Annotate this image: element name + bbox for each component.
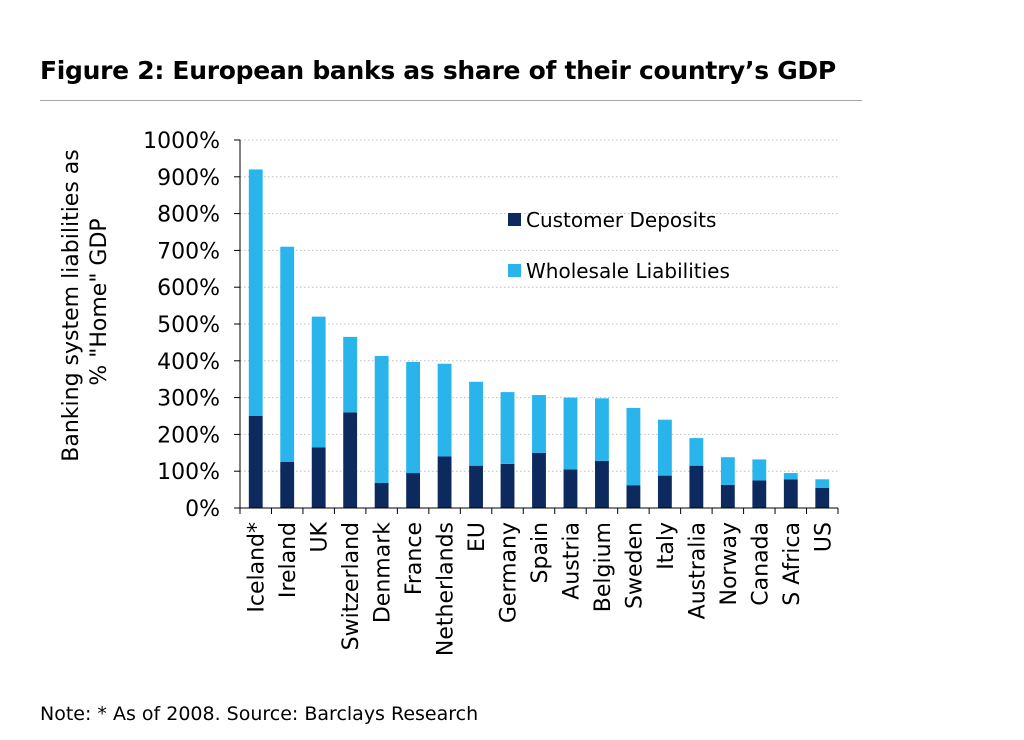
x-tick-label: EU (465, 522, 490, 552)
bar-wholesale-liabilities (311, 316, 326, 448)
bar-customer-deposits (280, 462, 295, 508)
bar-wholesale-liabilities (374, 356, 389, 483)
x-tick-label: Sweden (622, 522, 647, 609)
x-tick-label: Ireland (276, 522, 301, 598)
y-tick-label: 100% (157, 460, 220, 485)
bar-customer-deposits (343, 412, 358, 508)
y-axis-label: Banking system liabilities as % "Home" G… (59, 142, 112, 461)
x-tick-label: Canada (748, 522, 773, 606)
bar-wholesale-liabilities (720, 457, 735, 485)
y-tick-label: 200% (157, 423, 220, 448)
title-divider (40, 100, 862, 101)
bar-wholesale-liabilities (248, 169, 263, 416)
bars (248, 169, 830, 508)
bar-wholesale-liabilities (280, 246, 295, 462)
axes (234, 139, 839, 514)
figure-title: Figure 2: European banks as share of the… (40, 56, 836, 85)
bar-wholesale-liabilities (437, 363, 452, 457)
bar-wholesale-liabilities (343, 336, 358, 413)
bar-wholesale-liabilities (626, 407, 641, 486)
y-tick-label: 900% (157, 166, 220, 191)
bar-wholesale-liabilities (815, 479, 830, 488)
bar-customer-deposits (783, 479, 798, 508)
bar-customer-deposits (752, 480, 767, 508)
bar-customer-deposits (657, 475, 672, 508)
bar-wholesale-liabilities (595, 398, 609, 461)
x-tick-label: S Africa (780, 522, 805, 606)
bar-customer-deposits (689, 465, 704, 508)
y-tick-label: 400% (157, 350, 220, 375)
bar-wholesale-liabilities (406, 361, 421, 474)
y-tick-label: 1000% (143, 129, 220, 154)
bar-customer-deposits (500, 463, 515, 508)
bar-customer-deposits (248, 416, 263, 508)
bar-wholesale-liabilities (783, 473, 798, 480)
legend-label-wholesale-liabilities: Wholesale Liabilities (526, 259, 730, 283)
x-tick-label: Austria (559, 522, 584, 600)
x-tick-label: Italy (654, 522, 679, 570)
y-tick-label: 600% (157, 276, 220, 301)
legend-label-customer-deposits: Customer Deposits (526, 208, 716, 232)
x-tick-label: UK (308, 521, 333, 552)
x-tick-label: Switzerland (339, 522, 364, 650)
y-tick-label: 700% (157, 239, 220, 264)
bar-customer-deposits (563, 469, 578, 508)
figure-note: Note: * As of 2008. Source: Barclays Res… (40, 703, 479, 725)
x-tick-label: US (811, 522, 836, 552)
bar-customer-deposits (406, 473, 421, 508)
x-tick-label: Norway (717, 522, 742, 605)
x-tick-label: France (402, 522, 427, 595)
bar-customer-deposits (469, 465, 483, 508)
x-tick-label: Australia (685, 522, 710, 619)
legend: Customer Deposits Wholesale Liabilities (508, 208, 730, 283)
legend-swatch-customer-deposits (508, 213, 521, 226)
y-tick-label: 0% (185, 497, 220, 522)
bar-customer-deposits (815, 487, 830, 508)
y-axis-label-line-2: % "Home" GDP (87, 218, 112, 385)
y-tick-labels: 0% 100% 200% 300% 400% 500% 600% 700% 800% 900% 10… (143, 129, 220, 522)
x-tick-label: Iceland* (245, 522, 270, 613)
y-tick-label: 800% (157, 203, 220, 228)
y-axis-label-line-1: Banking system liabilities as (59, 149, 84, 461)
x-tick-labels: Iceland* Ireland UK Switzerland Denmark Franc… (245, 521, 837, 656)
y-tick-label: 500% (157, 313, 220, 338)
bar-wholesale-liabilities (657, 419, 672, 476)
bar-wholesale-liabilities (563, 397, 578, 470)
x-tick-label: Spain (528, 522, 553, 583)
bar-customer-deposits (720, 484, 735, 508)
bar-wholesale-liabilities (469, 381, 483, 466)
bar-customer-deposits (595, 460, 609, 508)
x-tick-label: Netherlands (434, 522, 459, 656)
bar-wholesale-liabilities (532, 395, 546, 453)
x-tick-label: Belgium (591, 522, 616, 612)
x-tick-label: Denmark (371, 522, 396, 623)
bar-customer-deposits (532, 452, 546, 508)
y-tick-label: 300% (157, 387, 220, 412)
bar-wholesale-liabilities (689, 438, 704, 466)
bar-wholesale-liabilities (500, 392, 515, 464)
x-tick-label: Germany (497, 522, 522, 623)
bar-wholesale-liabilities (752, 459, 767, 481)
bar-customer-deposits (374, 482, 389, 508)
legend-swatch-wholesale-liabilities (508, 264, 521, 277)
bar-customer-deposits (437, 456, 452, 508)
bar-customer-deposits (311, 447, 326, 508)
bar-customer-deposits (626, 485, 641, 508)
